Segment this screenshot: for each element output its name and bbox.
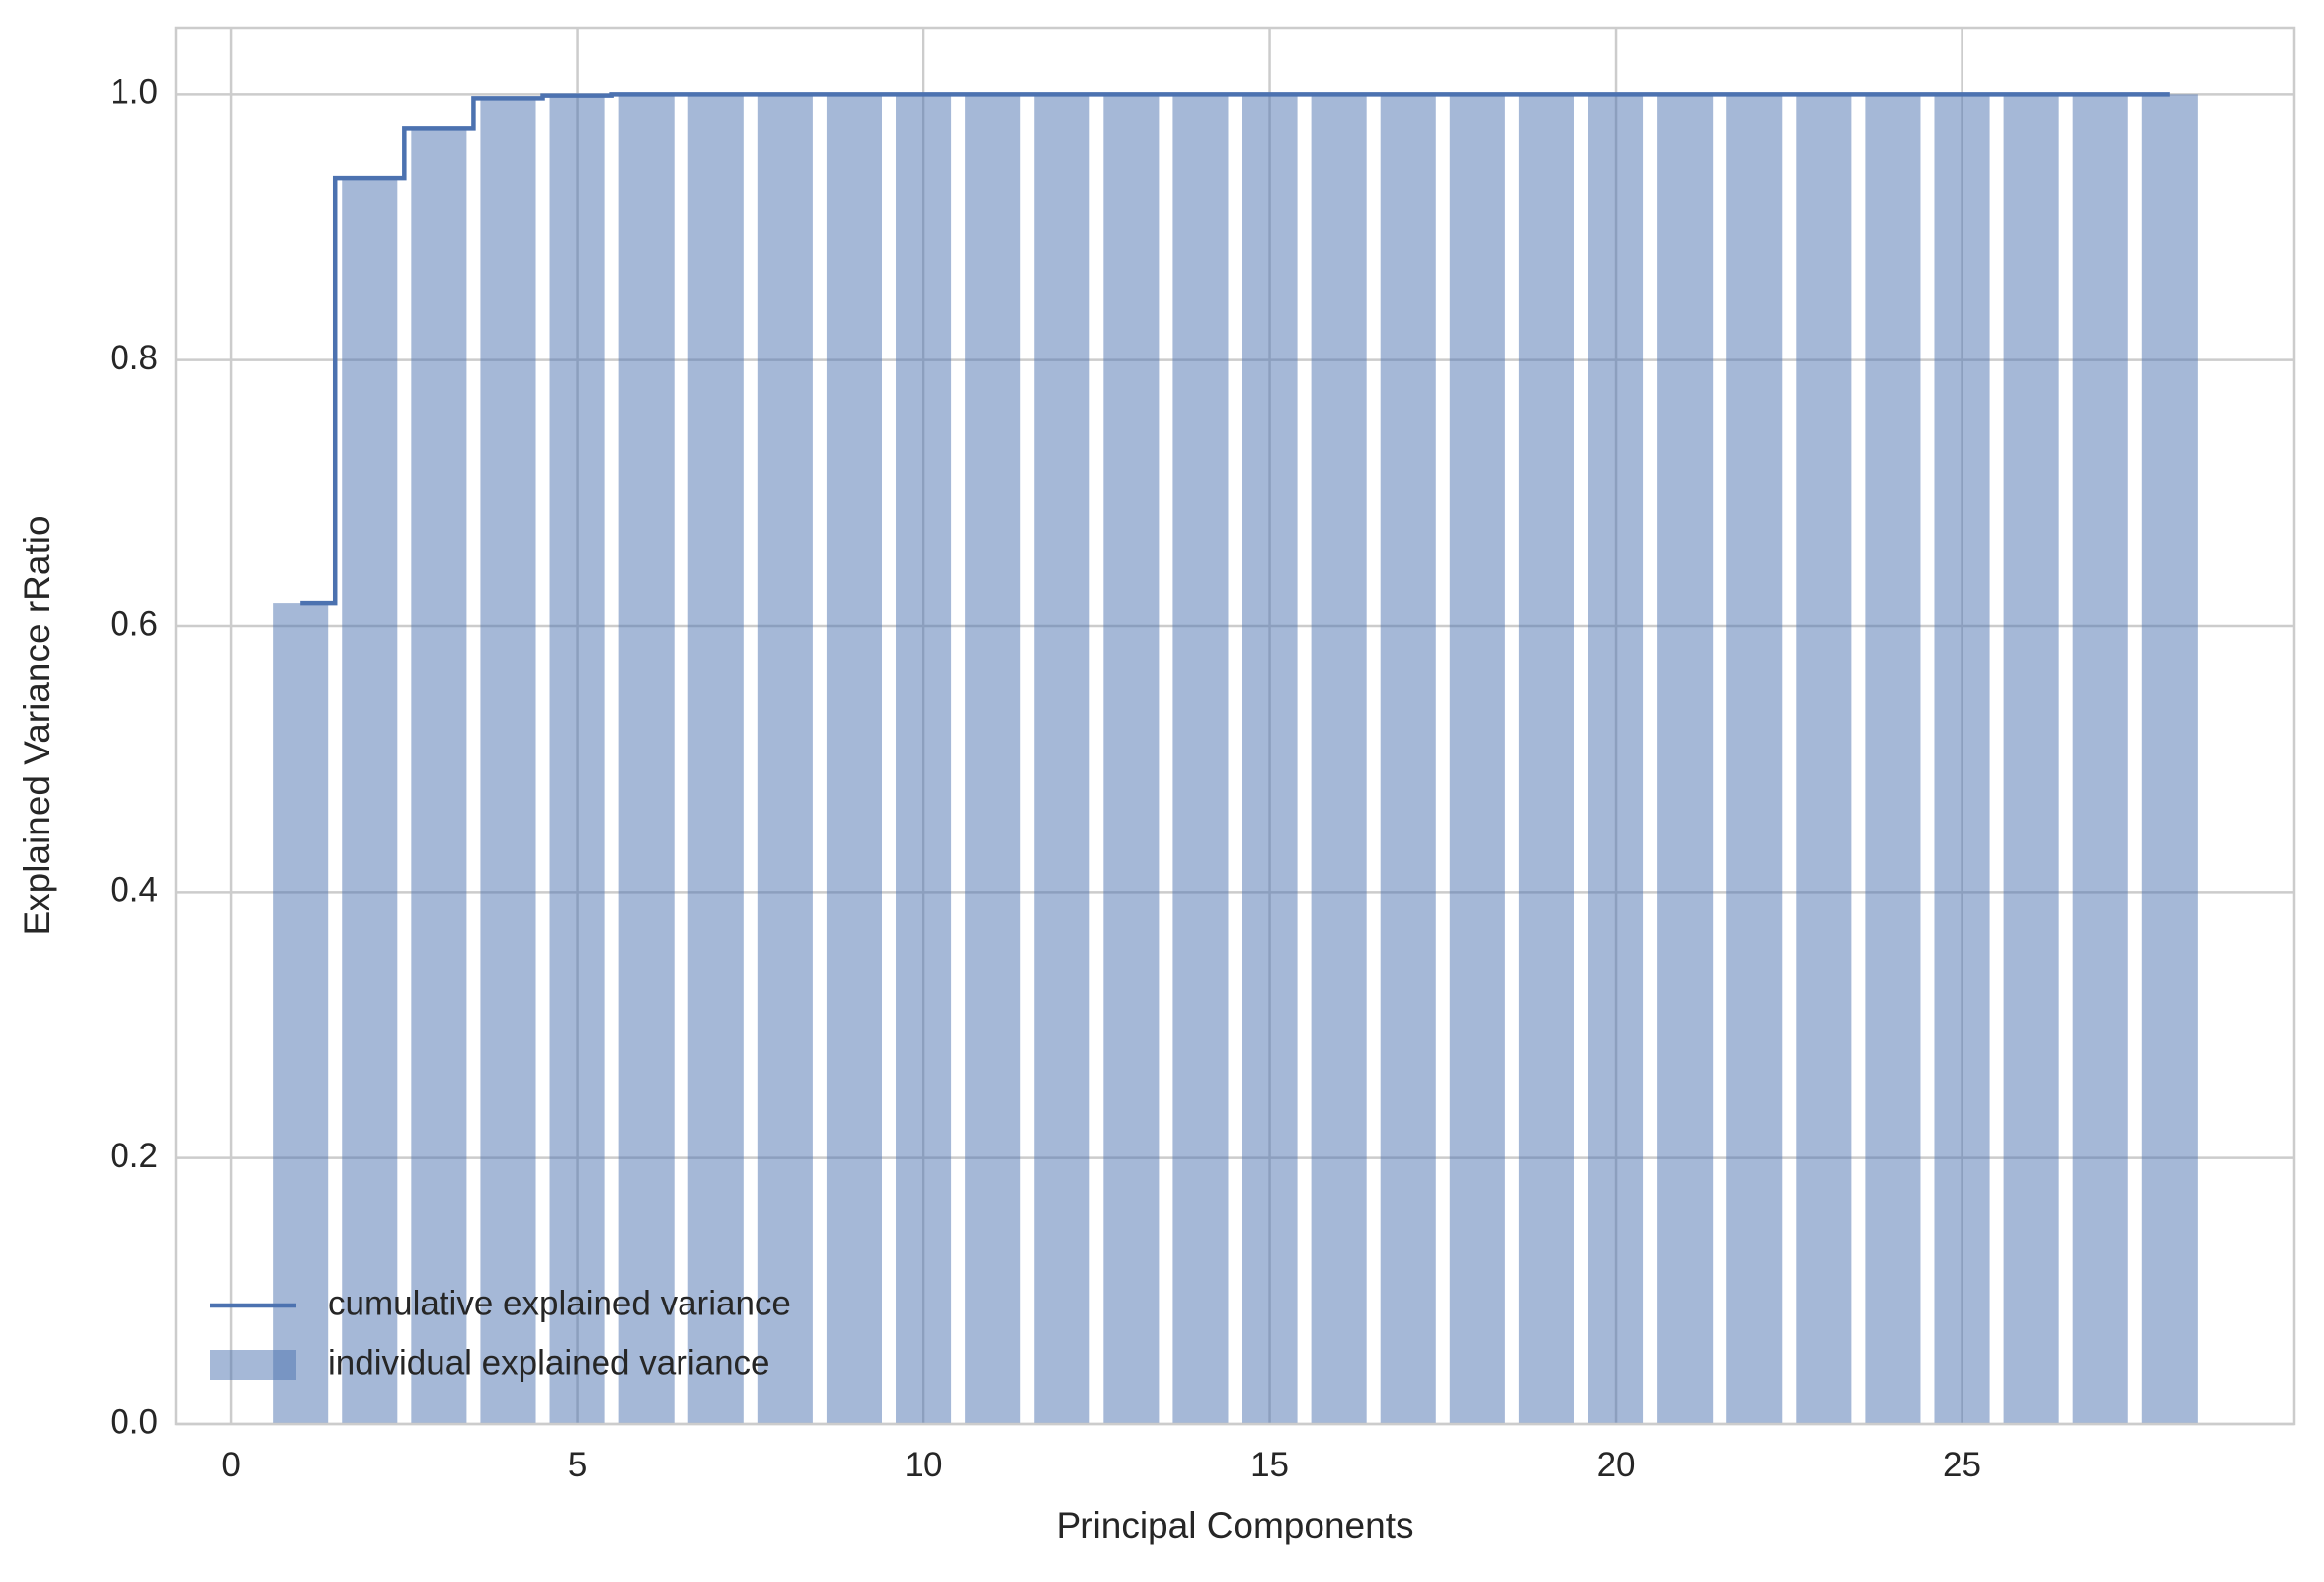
- bar-component-3: [411, 128, 467, 1424]
- bar-component-26: [2003, 94, 2059, 1424]
- bar-component-10: [896, 94, 952, 1424]
- x-tick-label: 10: [905, 1446, 943, 1484]
- bar-component-19: [1518, 94, 1574, 1424]
- bar-component-2: [342, 178, 398, 1424]
- legend: cumulative explained variance individual…: [210, 1284, 791, 1382]
- bar-component-1: [273, 603, 329, 1424]
- bar-component-27: [2072, 94, 2128, 1424]
- bar-component-9: [826, 94, 882, 1424]
- y-axis-label: Explained Variance rRatio: [17, 515, 57, 935]
- x-tick-label: 20: [1597, 1446, 1636, 1484]
- bar-component-14: [1172, 94, 1229, 1424]
- bar-component-25: [1934, 94, 1990, 1424]
- bar-component-20: [1588, 94, 1644, 1424]
- legend-label-cumulative: cumulative explained variance: [328, 1284, 791, 1322]
- cumulative-step-line: [300, 92, 2170, 606]
- bar-component-4: [480, 98, 536, 1425]
- bar-component-28: [2141, 94, 2198, 1424]
- legend-swatch-individual: [210, 1350, 296, 1380]
- x-tick-labels: 0 5 10 15 20 25: [221, 1446, 1981, 1484]
- bar-component-13: [1103, 94, 1160, 1424]
- bar-component-24: [1865, 94, 1921, 1424]
- x-tick-label: 15: [1250, 1446, 1289, 1484]
- bars-individual-variance: [273, 94, 2198, 1425]
- legend-label-individual: individual explained variance: [328, 1343, 770, 1382]
- bar-component-6: [618, 94, 675, 1424]
- bar-component-12: [1034, 94, 1090, 1424]
- y-tick-label: 0.0: [110, 1402, 158, 1441]
- y-tick-label: 1.0: [110, 73, 158, 112]
- bar-component-21: [1657, 94, 1714, 1424]
- y-tick-label: 0.8: [110, 339, 158, 377]
- y-tick-label: 0.2: [110, 1137, 158, 1175]
- bar-component-17: [1380, 94, 1436, 1424]
- bar-component-5: [549, 95, 605, 1424]
- bar-component-18: [1449, 94, 1505, 1424]
- line-cumulative-variance: [300, 92, 2170, 606]
- y-tick-label: 0.4: [110, 871, 158, 910]
- bar-component-15: [1242, 94, 1298, 1424]
- bar-component-11: [965, 94, 1021, 1424]
- x-tick-label: 25: [1943, 1446, 1981, 1484]
- x-axis-label: Principal Components: [1057, 1505, 1414, 1545]
- y-tick-label: 0.6: [110, 604, 158, 643]
- bar-component-16: [1311, 94, 1367, 1424]
- bar-component-23: [1796, 94, 1852, 1424]
- axes-frame: [174, 26, 2296, 1426]
- y-tick-labels: 0.0 0.2 0.4 0.6 0.8 1.0: [110, 73, 158, 1442]
- x-tick-label: 0: [221, 1446, 240, 1484]
- bar-component-7: [687, 94, 744, 1424]
- bar-component-22: [1726, 94, 1783, 1424]
- x-tick-label: 5: [568, 1446, 587, 1484]
- bar-component-8: [757, 94, 813, 1424]
